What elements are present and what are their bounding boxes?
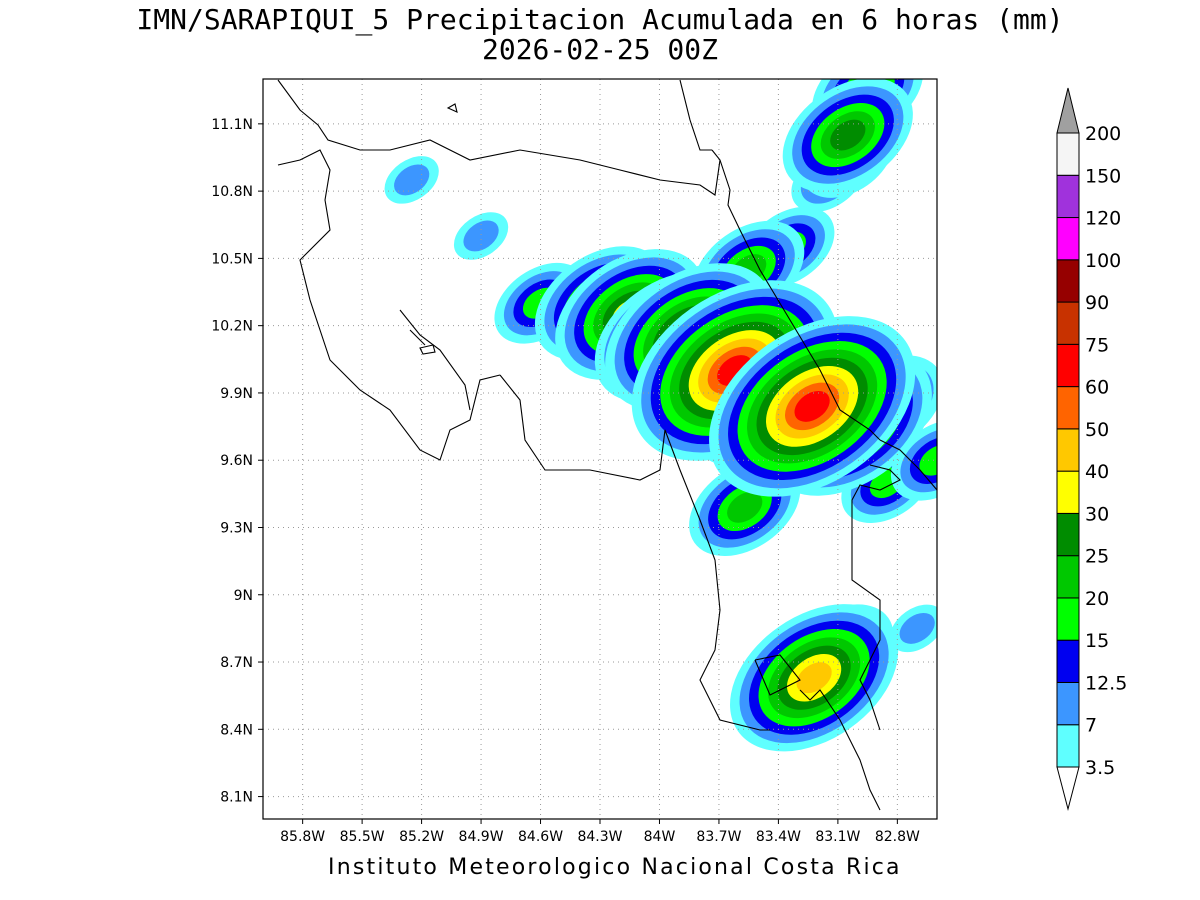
colorbar-label: 30	[1085, 503, 1109, 525]
colorbar-swatch	[1056, 259, 1080, 303]
coastline-pacific-central	[499, 374, 770, 731]
colorbar-label: 20	[1085, 588, 1109, 610]
colorbar-under-triangle	[1056, 766, 1080, 811]
colorbar-label: 75	[1085, 334, 1109, 356]
lon-tick-label: 83.4W	[756, 829, 801, 845]
lon-tick-label: 84.3W	[577, 829, 622, 845]
lat-tick-label: 9.6N	[220, 453, 253, 469]
colorbar-label: 3.5	[1085, 757, 1115, 779]
lon-tick-label: 85.2W	[399, 829, 444, 845]
precip-contour	[394, 164, 430, 196]
colorbar-label: 90	[1085, 292, 1109, 314]
colorbar-label: 120	[1085, 208, 1121, 230]
precip-contour	[796, 662, 832, 694]
colorbar-swatch	[1056, 555, 1080, 599]
precipitation-field	[384, 79, 937, 752]
lat-tick-label: 8.4N	[220, 722, 253, 738]
colorbar-label: 150	[1085, 165, 1121, 187]
chart-title: IMN/SARAPIQUI_5 Precipitacion Acumulada …	[136, 3, 1064, 36]
lon-tick-label: 84.9W	[459, 829, 504, 845]
colorbar-over-triangle	[1056, 87, 1080, 134]
colorbar-swatch	[1056, 639, 1080, 683]
lat-tick-label: 9.3N	[220, 520, 253, 536]
lon-tick-label: 83.1W	[815, 829, 860, 845]
lat-tick-label: 11.1N	[211, 117, 253, 133]
colorbar-swatch	[1056, 681, 1080, 726]
colorbar-label: 40	[1085, 461, 1109, 483]
precip-contour	[899, 612, 935, 644]
osa-peninsula	[754, 654, 801, 696]
precip-contour	[919, 444, 937, 476]
lat-tick-label: 10.8N	[211, 184, 253, 200]
lake-nicaragua-shore	[277, 79, 721, 196]
lat-tick-label: 8.1N	[220, 790, 253, 806]
border-panama	[851, 464, 901, 731]
precip-contour	[794, 390, 830, 422]
colorbar-swatch	[1056, 132, 1080, 176]
colorbar-swatch	[1056, 343, 1080, 388]
colorbar-swatch	[1056, 724, 1080, 768]
colorbar-swatch	[1056, 174, 1080, 219]
lat-tick-label: 10.5N	[211, 251, 253, 267]
colorbar-swatch	[1056, 217, 1080, 261]
colorbar-label: 60	[1085, 377, 1109, 399]
colorbar-label: 12.5	[1085, 672, 1127, 694]
border-nicaragua	[719, 159, 881, 441]
precip-contour	[830, 119, 866, 151]
colorbar-label: 25	[1085, 546, 1109, 568]
colorbar-legend: 3.5 7 12.5 15 20 25 30 40 50 60 75 90 100 120 150 200	[1056, 87, 1127, 811]
coastline-borders	[277, 79, 937, 811]
lat-tick-label: 9.9N	[220, 386, 253, 402]
coastline-pacific-north	[277, 149, 501, 461]
colorbar-swatch	[1056, 386, 1080, 430]
lat-tick-label: 9N	[234, 588, 253, 604]
colorbar-swatch	[1056, 470, 1080, 514]
coastline-caribbean	[679, 79, 937, 491]
axis-tick-labels: 85.8W 85.5W 85.2W 84.9W 84.6W 84.3W 84W 83.7W 83…	[211, 117, 920, 845]
lon-tick-label: 83.7W	[696, 829, 741, 845]
colorbar-swatch	[1056, 597, 1080, 641]
lon-tick-label: 82.8W	[875, 829, 920, 845]
colorbar-label: 50	[1085, 419, 1109, 441]
lat-tick-label: 10.2N	[211, 319, 253, 335]
lon-tick-label: 85.8W	[280, 829, 325, 845]
precip-contour	[727, 491, 763, 523]
lon-tick-label: 84.6W	[518, 829, 563, 845]
footer-credit: Instituto Meteorologico Nacional Costa R…	[328, 855, 902, 880]
colorbar-swatch	[1056, 512, 1080, 557]
colorbar-label: 200	[1085, 123, 1121, 145]
lon-tick-label: 84W	[644, 829, 676, 845]
colorbar-label: 15	[1085, 630, 1109, 652]
nicoya-gulf	[399, 309, 471, 411]
colorbar-swatch	[1056, 428, 1080, 472]
map-frame	[262, 78, 938, 820]
island-small	[446, 103, 458, 113]
lon-tick-label: 85.5W	[340, 829, 385, 845]
lake-arenal	[419, 344, 436, 355]
colorbar-label: 7	[1085, 715, 1097, 737]
colorbar-label: 100	[1085, 250, 1121, 272]
coastline-pacific-south	[799, 689, 881, 811]
precip-contour	[463, 220, 499, 252]
lat-tick-label: 8.7N	[220, 655, 253, 671]
chart-subtitle-date: 2026-02-25 00Z	[481, 33, 718, 66]
colorbar-swatch	[1056, 301, 1080, 345]
